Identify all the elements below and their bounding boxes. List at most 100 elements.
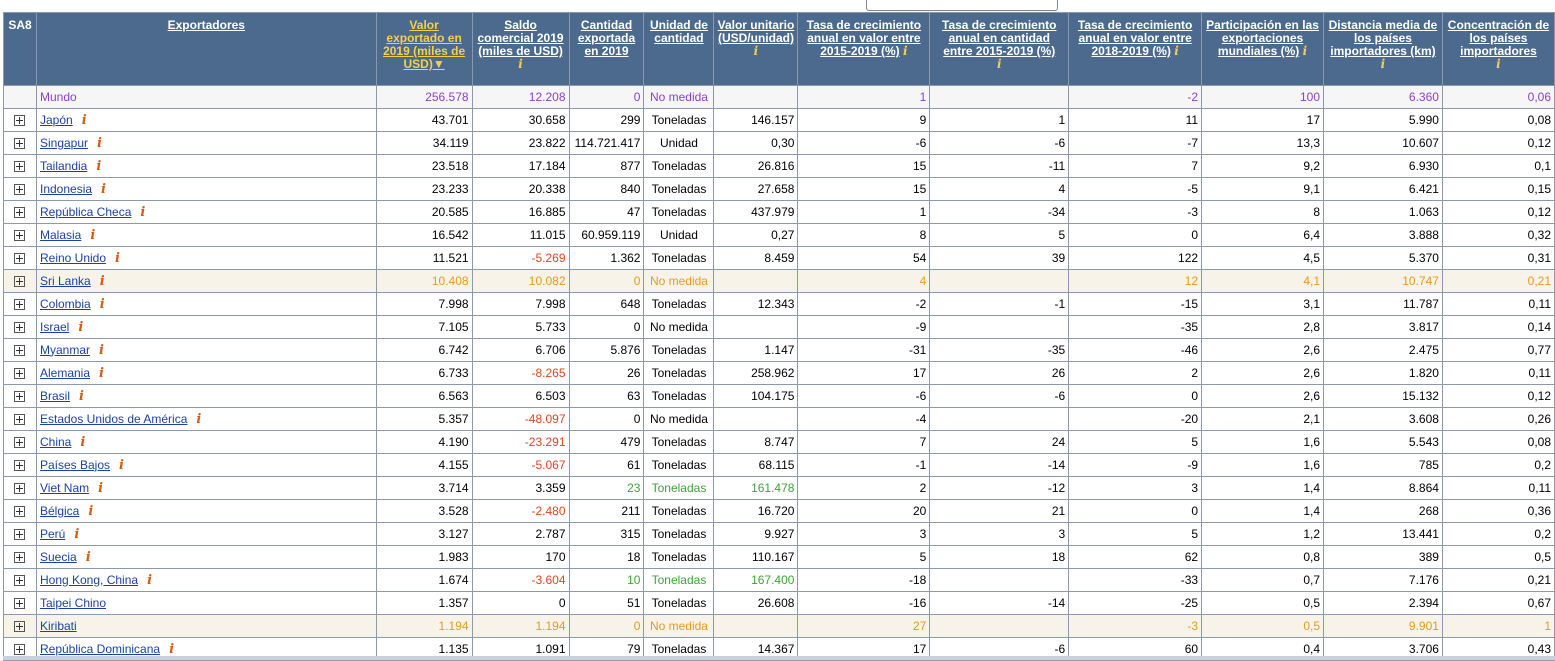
- info-icon[interactable]: i: [1380, 57, 1386, 71]
- expand-plus-icon[interactable]: [14, 598, 26, 610]
- info-icon[interactable]: i: [80, 434, 86, 450]
- header-valor-unitario[interactable]: Valor unitario (USD/unidad) i: [713, 12, 799, 86]
- exporter-link[interactable]: Colombia: [39, 296, 91, 311]
- sort-tasa3-link[interactable]: Tasa de crecimiento anual en valor entre…: [1077, 18, 1193, 58]
- info-icon[interactable]: i: [99, 342, 104, 358]
- info-icon[interactable]: i: [1496, 57, 1501, 71]
- info-icon[interactable]: i: [140, 204, 146, 220]
- expand-plus-icon[interactable]: [14, 138, 26, 150]
- expand-cell[interactable]: [3, 407, 37, 431]
- expand-cell[interactable]: [3, 200, 37, 224]
- sort-unitario-link[interactable]: Valor unitario (USD/unidad): [717, 18, 795, 45]
- exporter-link[interactable]: Alemania: [39, 365, 91, 380]
- info-icon[interactable]: i: [115, 250, 120, 266]
- expand-plus-icon[interactable]: [14, 621, 26, 633]
- header-saldo-comercial[interactable]: Saldo comercial 2019 (miles de USD) i: [471, 12, 570, 86]
- header-valor-exportado[interactable]: Valor exportado en 2019 (miles de USD)▼: [375, 12, 473, 86]
- sort-cantidad-link[interactable]: Cantidad exportada en 2019: [577, 18, 636, 58]
- info-icon[interactable]: i: [96, 158, 102, 174]
- expand-cell[interactable]: [3, 246, 37, 270]
- exporter-link[interactable]: Indonesia: [39, 181, 93, 196]
- sort-valor-link[interactable]: Valor exportado en 2019 (miles de USD)▼: [383, 18, 466, 71]
- exporter-link[interactable]: Bélgica: [39, 503, 80, 518]
- sort-tasa2-link[interactable]: Tasa de crecimiento anual en cantidad en…: [942, 18, 1057, 58]
- expand-plus-icon[interactable]: [14, 207, 26, 219]
- expand-plus-icon[interactable]: [14, 391, 26, 403]
- expand-cell[interactable]: [3, 384, 37, 408]
- header-unidad[interactable]: Unidad de cantidad: [643, 12, 715, 86]
- expand-cell[interactable]: [3, 338, 37, 362]
- info-icon[interactable]: i: [518, 57, 523, 71]
- info-icon[interactable]: i: [98, 480, 104, 496]
- exporter-link[interactable]: Estados Unidos de América: [39, 411, 188, 426]
- exporter-link[interactable]: República Dominicana: [39, 641, 161, 656]
- expand-cell[interactable]: [3, 292, 37, 316]
- expand-cell[interactable]: [3, 453, 37, 477]
- expand-cell[interactable]: [3, 269, 37, 293]
- sort-saldo-link[interactable]: Saldo comercial 2019 (miles de USD): [477, 18, 564, 58]
- expand-plus-icon[interactable]: [14, 437, 26, 449]
- expand-plus-icon[interactable]: [14, 644, 26, 656]
- header-participacion[interactable]: Participación en las exportaciones mundi…: [1201, 12, 1324, 86]
- expand-cell[interactable]: [3, 476, 37, 500]
- sort-part-link[interactable]: Participación en las exportaciones mundi…: [1206, 18, 1319, 58]
- expand-plus-icon[interactable]: [14, 184, 26, 196]
- header-cantidad[interactable]: Cantidad exportada en 2019: [568, 12, 645, 86]
- info-icon[interactable]: i: [1174, 44, 1179, 58]
- exporter-link[interactable]: Reino Unido: [39, 250, 107, 265]
- expand-plus-icon[interactable]: [14, 253, 26, 265]
- info-icon[interactable]: i: [99, 365, 104, 381]
- exporter-link[interactable]: República Checa: [39, 204, 132, 219]
- expand-plus-icon[interactable]: [14, 552, 26, 564]
- exporter-link[interactable]: Brasil: [39, 388, 70, 403]
- info-icon[interactable]: i: [90, 227, 96, 243]
- expand-cell[interactable]: [3, 131, 37, 155]
- sort-conc-link[interactable]: Concentración de los países importadores: [1447, 18, 1550, 58]
- info-icon[interactable]: i: [74, 526, 80, 542]
- expand-plus-icon[interactable]: [14, 368, 26, 380]
- exporter-link[interactable]: Tailandia: [39, 158, 88, 173]
- exporter-link[interactable]: China: [39, 434, 72, 449]
- expand-plus-icon[interactable]: [14, 483, 26, 495]
- info-icon[interactable]: i: [99, 296, 105, 312]
- expand-cell[interactable]: [3, 568, 37, 592]
- header-tasa-cantidad-1519[interactable]: Tasa de crecimiento anual en cantidad en…: [929, 12, 1070, 86]
- expand-plus-icon[interactable]: [14, 345, 26, 357]
- expand-cell[interactable]: [3, 591, 37, 615]
- exporter-link[interactable]: Hong Kong, China: [39, 572, 139, 587]
- exporter-link[interactable]: Singapur: [39, 135, 89, 150]
- info-icon[interactable]: i: [78, 319, 84, 335]
- exporter-link[interactable]: Kiribati: [39, 619, 77, 633]
- sort-unidad-link[interactable]: Unidad de cantidad: [649, 18, 708, 45]
- expand-cell[interactable]: [3, 361, 37, 385]
- expand-cell[interactable]: [3, 223, 37, 247]
- expand-cell[interactable]: [3, 154, 37, 178]
- expand-plus-icon[interactable]: [14, 299, 26, 311]
- header-tasa-valor-1519[interactable]: Tasa de crecimiento anual en valor entre…: [797, 12, 931, 86]
- exporter-link[interactable]: Taipei Chino: [39, 596, 107, 610]
- info-icon[interactable]: i: [169, 641, 175, 657]
- header-concentracion[interactable]: Concentración de los países importadores…: [1441, 12, 1555, 86]
- expand-plus-icon[interactable]: [14, 529, 26, 541]
- exporter-link[interactable]: Sri Lanka: [39, 273, 91, 288]
- header-distancia[interactable]: Distancia media de los países importador…: [1323, 12, 1443, 86]
- info-icon[interactable]: i: [85, 549, 91, 565]
- expand-plus-icon[interactable]: [14, 506, 26, 518]
- expand-cell[interactable]: [3, 499, 37, 523]
- sort-dist-link[interactable]: Distancia media de los países importador…: [1328, 18, 1438, 58]
- expand-cell[interactable]: [3, 614, 37, 638]
- exporter-link[interactable]: Malasia: [39, 227, 82, 242]
- exporter-link[interactable]: Suecia: [39, 549, 77, 564]
- info-icon[interactable]: i: [79, 388, 84, 404]
- info-icon[interactable]: i: [101, 181, 106, 197]
- info-icon[interactable]: i: [147, 572, 153, 588]
- info-icon[interactable]: i: [119, 457, 124, 473]
- expand-plus-icon[interactable]: [14, 230, 26, 242]
- sort-exportadores-link[interactable]: Exportadores: [167, 18, 245, 32]
- expand-plus-icon[interactable]: [14, 414, 26, 426]
- info-icon[interactable]: i: [97, 135, 102, 151]
- expand-cell[interactable]: [3, 430, 37, 454]
- exporter-link[interactable]: Japón: [39, 112, 73, 127]
- expand-plus-icon[interactable]: [14, 276, 26, 288]
- info-icon[interactable]: i: [99, 273, 105, 289]
